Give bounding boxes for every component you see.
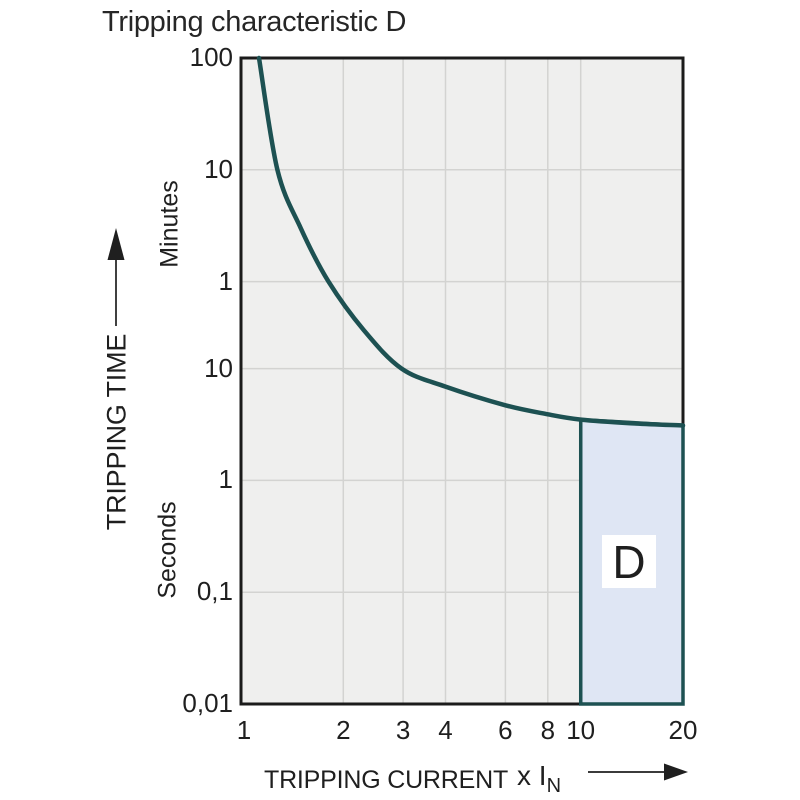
x-tick-label: 6 — [498, 715, 513, 745]
x-axis-title: TRIPPING CURRENT — [264, 766, 509, 794]
x-tick-label: 4 — [438, 715, 453, 745]
x-axis-unit-text: x I — [517, 760, 547, 791]
chart-title: Tripping characteristic D — [102, 6, 407, 38]
y-axis-title: TRIPPING TIME — [101, 333, 132, 531]
x-axis-unit-subscript: N — [546, 775, 562, 797]
x-tick-label: 20 — [668, 715, 698, 745]
plot-border — [239, 56, 685, 706]
y-tick-label: 10 — [204, 153, 233, 184]
y-tick-label: 10 — [204, 352, 233, 383]
x-tick-label: 10 — [566, 715, 596, 745]
x-tick-label: 2 — [336, 715, 351, 745]
y-axis-arrow-icon — [107, 228, 125, 260]
y-tick-label: 0,01 — [182, 687, 233, 718]
tripping-curve — [256, 55, 686, 428]
x-axis-arrow-icon — [664, 763, 688, 781]
x-tick-label: 8 — [540, 715, 556, 745]
y-tick-label: 100 — [189, 41, 233, 72]
region-label-box: D — [602, 535, 656, 588]
y-tick-label: 0,1 — [196, 576, 233, 607]
x-tick-label: 1 — [236, 715, 252, 745]
x-tick-label: 3 — [395, 715, 411, 745]
y-axis-unit-minutes: Minutes — [155, 180, 184, 268]
x-axis-unit: x IN — [517, 760, 561, 796]
y-tick-label: 1 — [218, 265, 233, 296]
region-label: D — [612, 535, 646, 588]
y-tick-label: 1 — [218, 464, 233, 495]
